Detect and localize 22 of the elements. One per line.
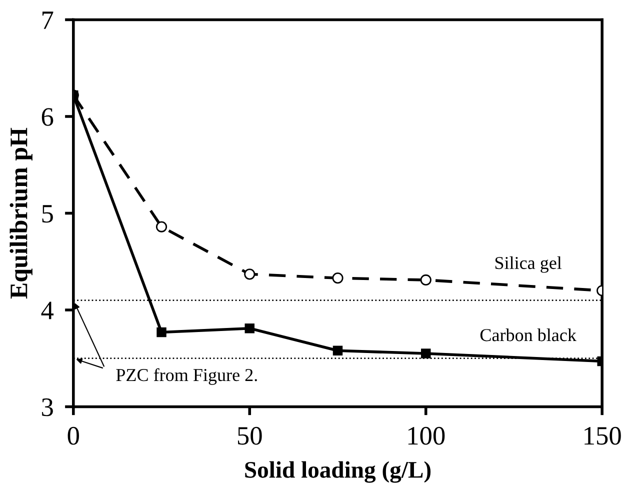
x-axis-title: Solid loading (g/L) <box>245 461 431 483</box>
point <box>244 268 256 280</box>
y-tick-label: 4 <box>41 302 54 320</box>
point <box>421 348 431 358</box>
x-tick-label: 150 <box>584 426 621 445</box>
point <box>156 327 166 338</box>
y-tick-label: 6 <box>42 108 54 126</box>
x-tick-label: 100 <box>408 426 445 445</box>
series-label: Carbon black <box>480 328 576 342</box>
point <box>332 346 343 356</box>
x-tick-label: 50 <box>238 426 262 445</box>
point <box>332 272 344 284</box>
point <box>420 274 432 286</box>
point <box>156 221 168 232</box>
annotation: PZC from Figure 2. <box>116 368 257 385</box>
y-axis-title: Equilibrium pH <box>10 128 32 299</box>
y-tick-label: 3 <box>42 398 53 416</box>
point <box>244 323 254 334</box>
y-tick-label: 7 <box>42 12 54 29</box>
series-label: Silica gel <box>495 256 562 273</box>
y-tick-label: 5 <box>42 205 53 223</box>
x-tick-label: 0 <box>68 426 79 445</box>
